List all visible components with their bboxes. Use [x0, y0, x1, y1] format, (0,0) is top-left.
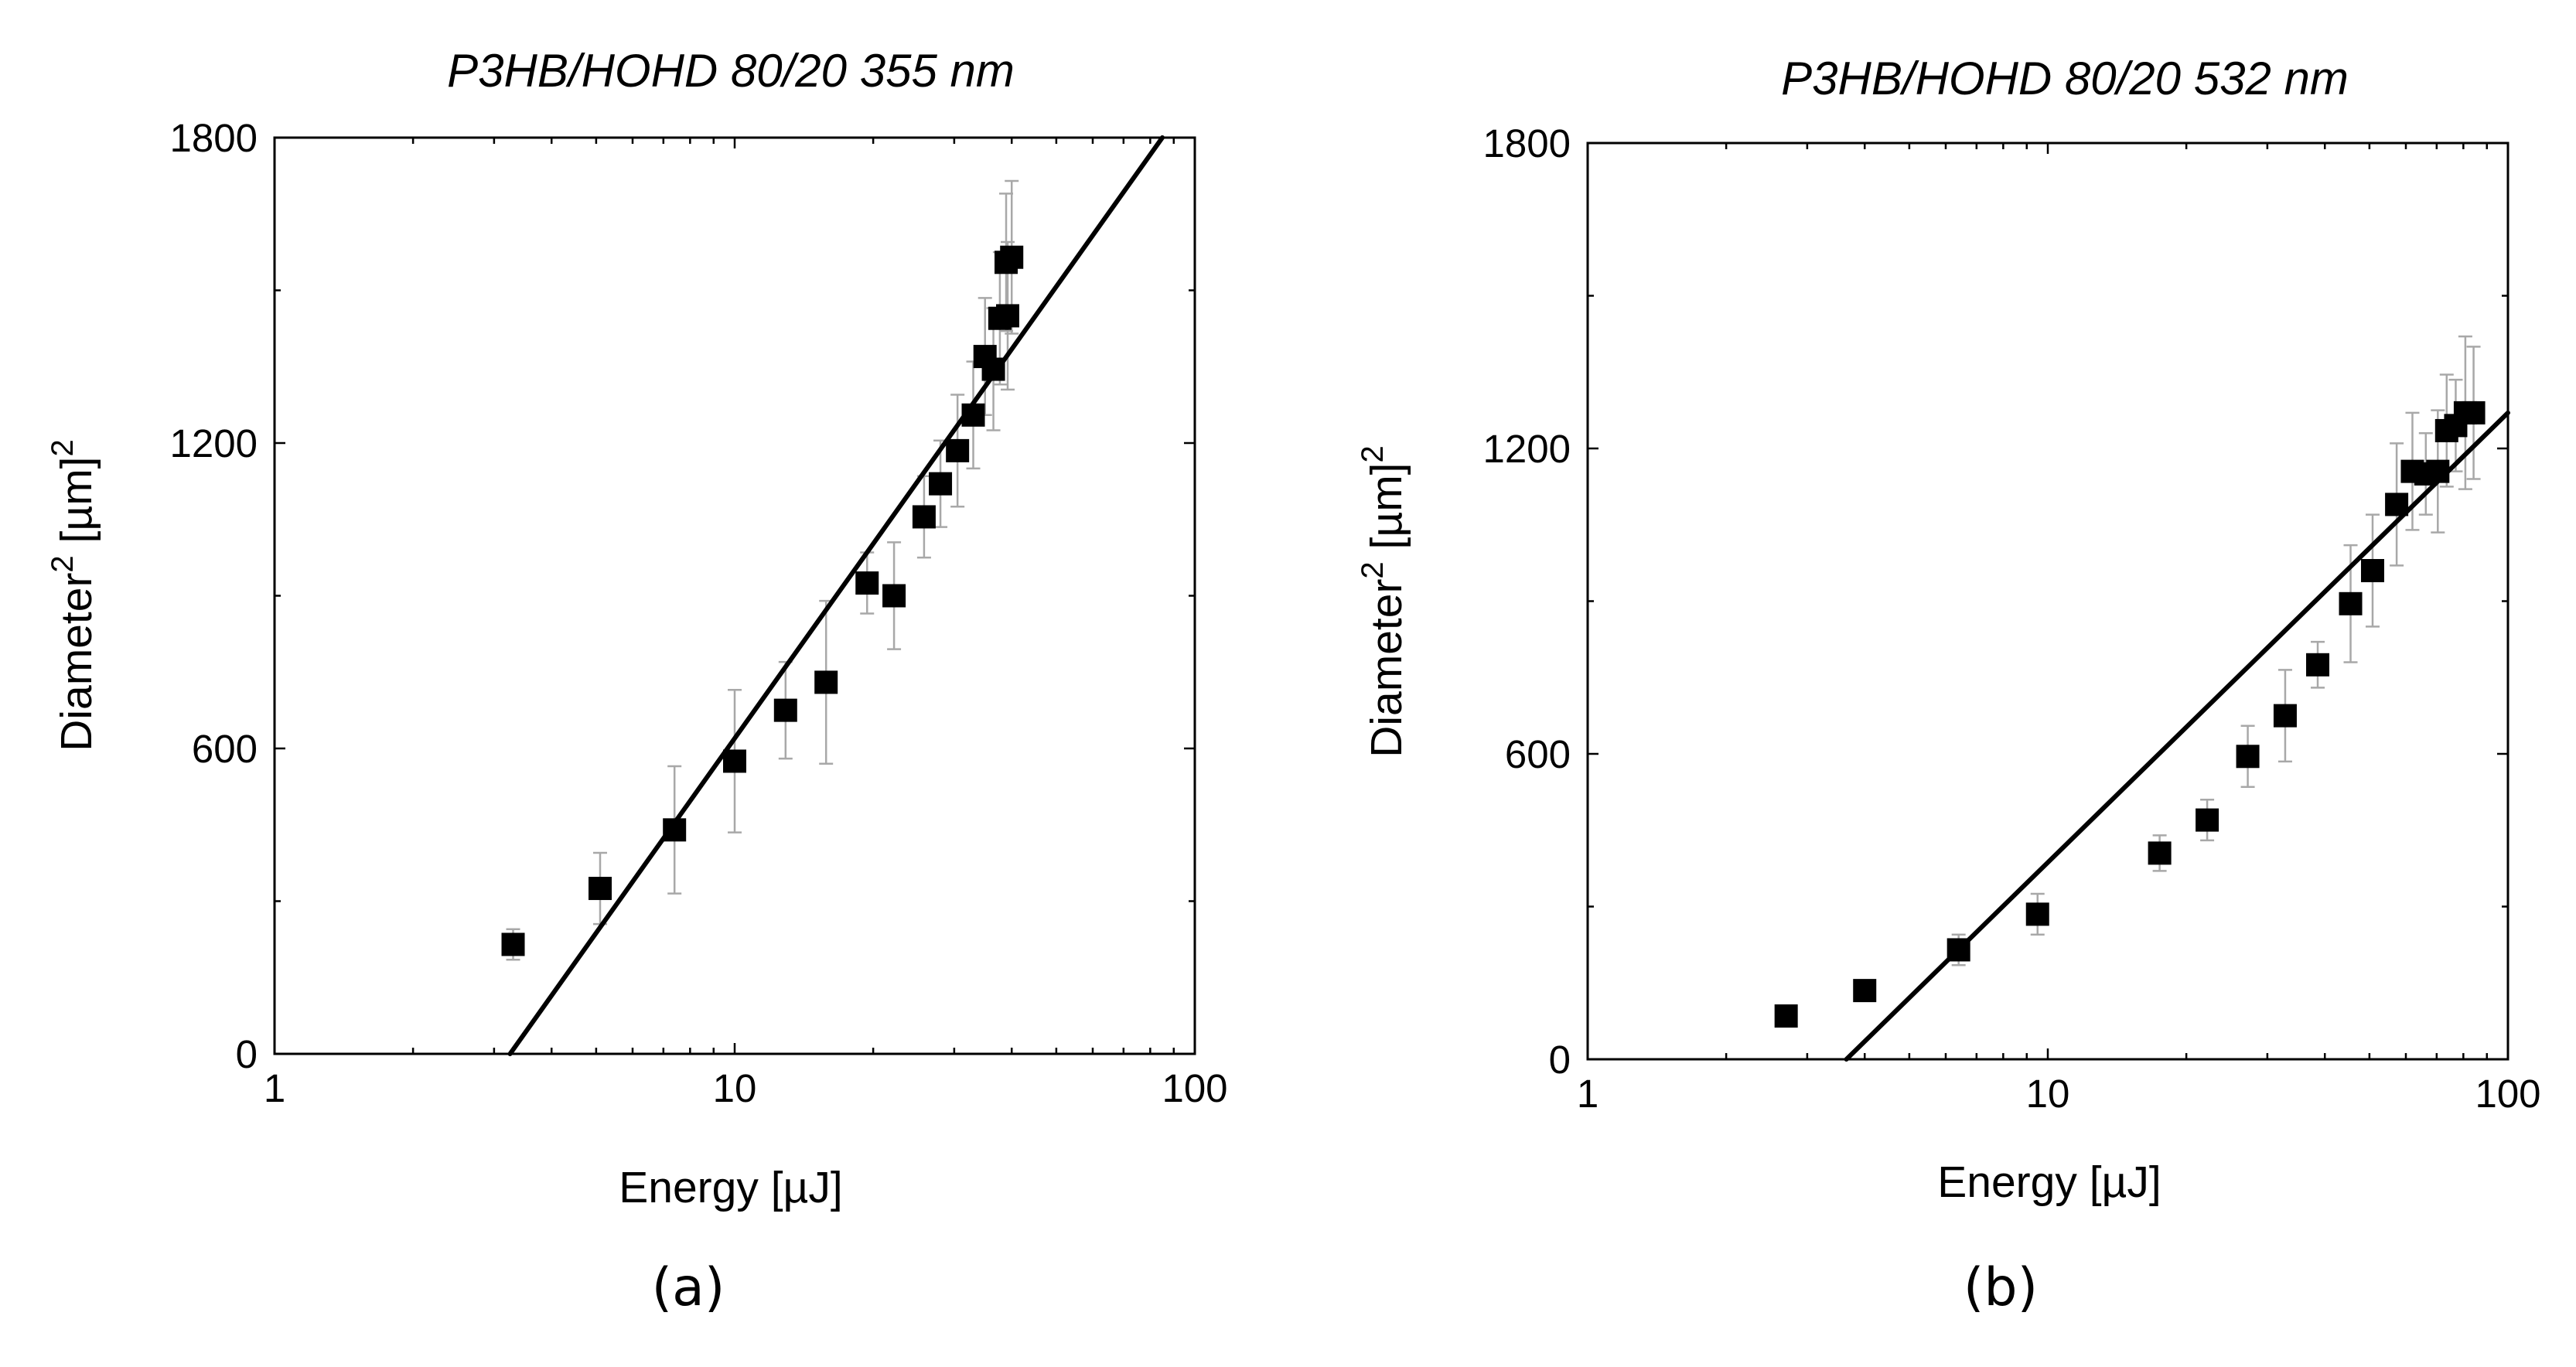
data-point — [912, 505, 936, 529]
data-point — [589, 877, 612, 901]
data-point — [996, 304, 1020, 328]
y-tick-label: 1800 — [170, 116, 258, 160]
y-tick-labels: 0 600 1200 1800 — [1483, 121, 1571, 1082]
y-label-mid: [µm] — [52, 456, 101, 555]
error-bars — [506, 179, 1019, 961]
x-tick-label: 1 — [1577, 1072, 1598, 1116]
y-tick-label: 600 — [1505, 732, 1571, 776]
data-point — [2273, 704, 2297, 728]
y-label-prefix: Diameter — [52, 573, 101, 752]
y-label-prefix: Diameter — [1362, 579, 1411, 758]
x-tick-label: 100 — [2475, 1072, 2540, 1116]
data-point — [1774, 1004, 1798, 1028]
data-points — [501, 245, 1024, 956]
data-point — [1853, 979, 1877, 1003]
data-points — [1774, 401, 2486, 1028]
y-label-sup1: 2 — [1356, 561, 1390, 578]
data-point — [2385, 493, 2409, 516]
error-bars — [1779, 335, 2481, 1025]
x-tick-label: 1 — [264, 1066, 285, 1110]
y-label-sup2: 2 — [1356, 445, 1390, 462]
fit-line-group — [1844, 410, 2510, 1062]
data-point — [2306, 653, 2330, 677]
data-point — [2236, 745, 2260, 769]
x-axis-label: Energy [µJ] — [619, 1163, 842, 1212]
x-tick-labels: 1 10 100 — [264, 1066, 1228, 1110]
panel-label: (b) — [1964, 1257, 2038, 1318]
data-point — [2148, 841, 2172, 865]
y-tick-label: 0 — [236, 1032, 258, 1076]
y-axis-label: Diameter2 [µm]2 — [1356, 445, 1411, 758]
data-point — [663, 818, 687, 842]
data-point — [2426, 459, 2450, 483]
fit-line — [1844, 410, 2510, 1062]
data-point — [773, 698, 797, 722]
fit-line-group — [507, 135, 1165, 1056]
data-point — [814, 670, 838, 694]
data-point — [1947, 938, 1970, 962]
data-point — [946, 438, 970, 462]
data-point — [2196, 808, 2219, 832]
panel-label: (a) — [652, 1257, 725, 1318]
x-tick-label: 100 — [1162, 1066, 1227, 1110]
x-tick-labels: 1 10 100 — [1577, 1072, 2541, 1116]
fit-line — [507, 135, 1165, 1056]
data-point — [723, 749, 746, 773]
x-tick-label: 10 — [2026, 1072, 2070, 1116]
x-tick-label: 10 — [713, 1066, 757, 1110]
y-tick-label: 0 — [1549, 1038, 1571, 1082]
plot-frame — [273, 136, 1196, 1055]
y-tick-label: 1200 — [170, 421, 258, 465]
data-point — [929, 472, 953, 496]
y-tick-labels: 0 600 1200 1800 — [170, 116, 258, 1076]
data-point — [882, 584, 906, 608]
y-label-mid: [µm] — [1362, 462, 1411, 561]
y-axis-label: Diameter2 [µm]2 — [46, 439, 101, 752]
data-point — [2339, 591, 2363, 615]
y-tick-label: 600 — [192, 727, 258, 771]
x-axis-label: Energy [µJ] — [1937, 1157, 2161, 1207]
chart-title: P3HB/HOHD 80/20 532 nm — [1781, 53, 2349, 104]
y-label-sup2: 2 — [46, 439, 80, 456]
data-point — [961, 403, 985, 427]
data-point — [501, 932, 525, 956]
data-point — [2462, 401, 2486, 424]
axis-ticks — [1586, 141, 2509, 1061]
data-point — [2360, 559, 2384, 582]
chart-title: P3HB/HOHD 80/20 355 nm — [447, 45, 1015, 97]
data-point — [855, 571, 879, 595]
y-tick-label: 1200 — [1483, 427, 1571, 471]
data-point — [981, 357, 1005, 381]
y-label-sup1: 2 — [46, 555, 80, 572]
axis-ticks — [273, 136, 1196, 1055]
data-point — [1000, 245, 1024, 269]
y-tick-label: 1800 — [1483, 121, 1571, 165]
data-point — [2025, 902, 2049, 926]
